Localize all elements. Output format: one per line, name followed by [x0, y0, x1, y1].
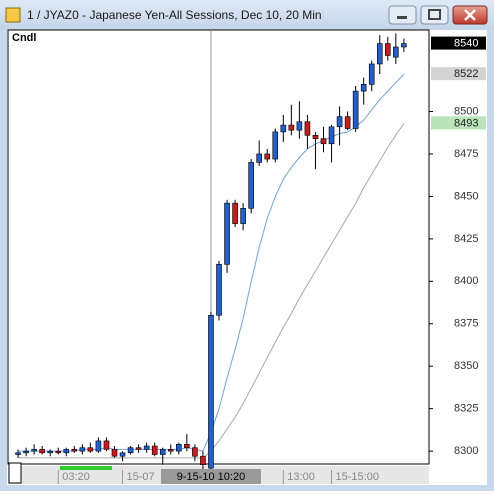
candle-body — [264, 153, 271, 160]
y-tick-label: 8475 — [454, 148, 478, 160]
candle-body — [47, 450, 53, 454]
cursor-label: 9-15-10 10:20 — [177, 471, 246, 483]
chart-label: Cndl — [12, 32, 36, 44]
candle-body — [79, 447, 86, 452]
candle-body — [119, 452, 126, 457]
candle-body — [336, 116, 343, 128]
price-label: 8493 — [454, 117, 478, 129]
x-tick-label: 15-07 — [127, 471, 155, 483]
candle-body — [31, 449, 37, 452]
price-label: 8522 — [454, 68, 478, 80]
minimize-button[interactable] — [388, 5, 417, 25]
candle-body — [111, 449, 118, 457]
candle-body — [135, 447, 142, 450]
candle-body — [368, 63, 375, 85]
candle-body — [288, 124, 295, 131]
candle-body — [232, 202, 238, 224]
x-tick-label: 03:20 — [62, 471, 90, 483]
candle-body — [248, 162, 254, 209]
price-label: 8540 — [454, 37, 478, 49]
candle-body — [151, 445, 158, 455]
price-label-bg — [431, 67, 486, 81]
candle-body — [71, 449, 78, 452]
minimize-icon — [397, 16, 407, 19]
candle-body — [256, 153, 262, 163]
x-tick-label: 13:00 — [287, 471, 315, 483]
candle-body — [176, 444, 182, 452]
candle-body — [393, 46, 399, 58]
candle-body — [63, 449, 70, 454]
candle-body — [87, 447, 94, 452]
candle-body — [401, 43, 407, 48]
candle-body — [216, 264, 222, 316]
y-tick-label: 8425 — [454, 233, 478, 245]
plot-area — [7, 29, 430, 465]
candle-body — [360, 84, 367, 92]
window-title: 1 / JYAZ0 - Japanese Yen-All Sessions, D… — [27, 8, 322, 22]
candle-body — [184, 444, 190, 449]
x-tick-label: 15-15:00 — [336, 471, 379, 483]
candle-body — [208, 314, 214, 469]
candle-body — [192, 447, 198, 457]
candle-body — [280, 124, 287, 133]
candle-body — [344, 116, 351, 129]
candle-body — [159, 449, 166, 455]
candle-body — [296, 121, 303, 131]
candle-body — [55, 450, 62, 454]
y-tick-label: 8400 — [454, 275, 478, 287]
candle-body — [272, 131, 279, 160]
y-tick-label: 8500 — [454, 105, 478, 117]
candle-body — [23, 450, 29, 454]
candle-body — [376, 43, 383, 65]
cursor-label-bg — [160, 469, 261, 484]
maximize-button[interactable] — [420, 5, 449, 25]
app-icon — [5, 7, 21, 23]
y-tick-label: 8350 — [454, 360, 478, 372]
candle-body — [320, 138, 327, 145]
maximize-icon — [428, 9, 441, 20]
y-tick-label: 8375 — [454, 318, 478, 330]
scroll-box[interactable] — [8, 462, 22, 484]
y-tick-label: 8325 — [454, 403, 478, 415]
price-label-bg — [431, 116, 486, 130]
candle-body — [328, 126, 335, 145]
candle-body — [39, 449, 45, 454]
candle-body — [224, 202, 230, 265]
candle-body — [304, 121, 311, 136]
candle-body — [200, 455, 206, 465]
price-label-bg — [431, 36, 486, 50]
candle-body — [95, 440, 102, 452]
candle-body — [167, 449, 174, 452]
y-tick-label: 8450 — [454, 190, 478, 202]
candle-body — [143, 445, 150, 450]
candle-body — [312, 134, 319, 139]
candle-body — [352, 90, 359, 129]
candle-body — [127, 447, 134, 454]
close-icon — [464, 9, 476, 21]
candle-body — [385, 43, 391, 56]
y-tick-label: 8300 — [454, 445, 478, 457]
candle-body — [15, 452, 21, 455]
candle-body — [240, 207, 246, 224]
candle-body — [103, 440, 110, 450]
scroll-indicator — [60, 466, 112, 470]
